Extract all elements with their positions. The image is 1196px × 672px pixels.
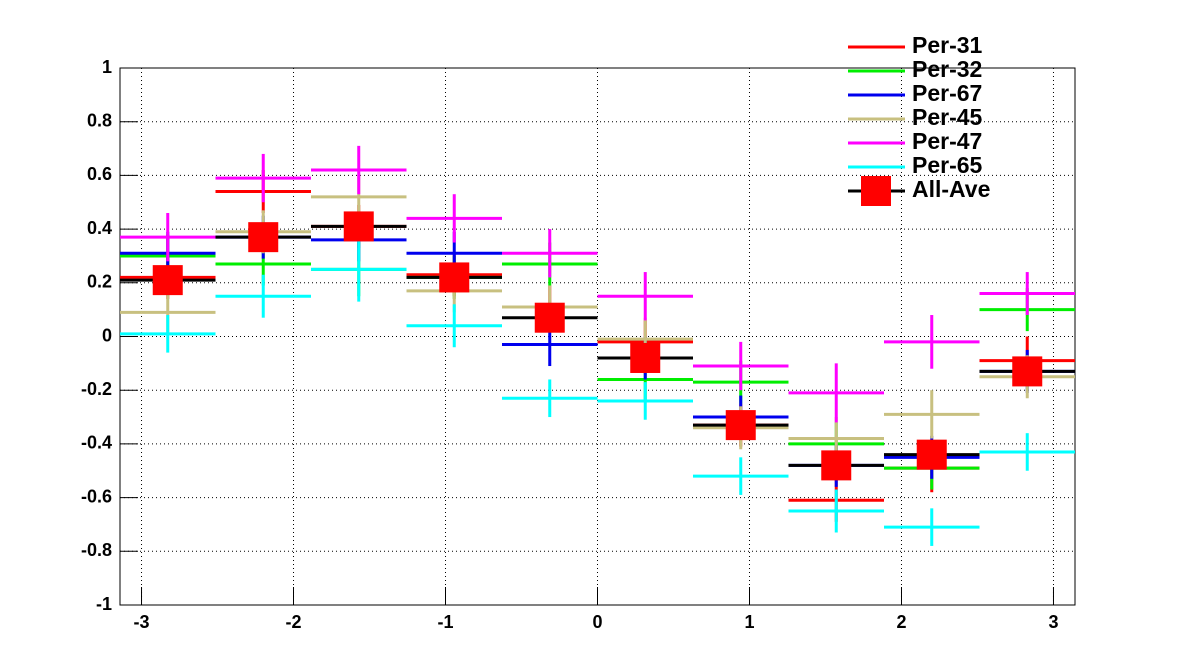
marker (1012, 356, 1043, 387)
y-tick-label: -1 (96, 594, 112, 614)
marker (248, 222, 279, 253)
marker (916, 439, 947, 470)
legend-label: Per-65 (912, 152, 983, 178)
x-tick-label: -1 (437, 612, 453, 632)
y-tick-label: -0.4 (81, 433, 112, 453)
x-tick-label: 2 (896, 612, 906, 632)
y-tick-label: -0.8 (81, 540, 112, 560)
legend-label: All-Ave (912, 176, 990, 202)
x-tick-label: 3 (1048, 612, 1058, 632)
x-tick-label: -2 (286, 612, 302, 632)
legend-label: Per-45 (912, 104, 983, 130)
y-tick-label: 0.2 (87, 272, 112, 292)
marker (725, 410, 756, 441)
x-tick-label: 1 (744, 612, 754, 632)
marker (534, 302, 565, 333)
x-tick-label: -3 (134, 612, 150, 632)
marker (439, 262, 470, 293)
y-tick-label: 0.4 (87, 218, 112, 238)
y-tick-label: 0 (102, 325, 112, 345)
y-tick-label: 1 (102, 57, 112, 77)
marker (821, 450, 852, 481)
y-tick-label: 0.8 (87, 110, 112, 130)
legend-marker (861, 176, 891, 206)
y-tick-label: 0.6 (87, 164, 112, 184)
legend-label: Per-47 (912, 128, 982, 154)
legend-label: Per-32 (912, 56, 982, 82)
marker (152, 265, 183, 296)
y-tick-label: -0.6 (81, 486, 112, 506)
x-tick-label: 0 (592, 612, 602, 632)
legend-label: Per-31 (912, 32, 983, 58)
marker (630, 342, 661, 373)
legend-label: Per-67 (912, 80, 982, 106)
y-tick-label: -0.2 (81, 379, 112, 399)
marker (343, 211, 374, 242)
